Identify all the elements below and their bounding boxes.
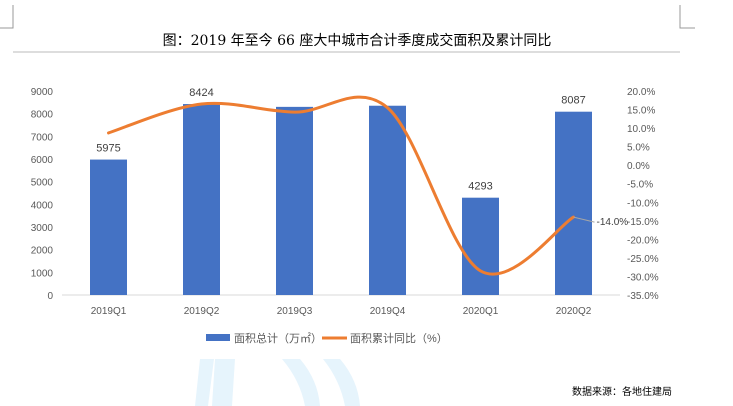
line-data-label: -14.0% bbox=[597, 217, 629, 228]
y-right-tick-label: 15.0% bbox=[627, 106, 655, 117]
legend-label-bar: 面积总计（万㎡） bbox=[234, 331, 322, 345]
y-left-tick-label: 3000 bbox=[31, 223, 54, 234]
y-right-tick-label: -15.0% bbox=[627, 217, 659, 228]
y-right-tick-label: -10.0% bbox=[627, 198, 659, 209]
source-note: 数据来源：各地住建局 bbox=[572, 385, 672, 398]
y-right-tick-label: 5.0% bbox=[627, 143, 650, 154]
y-left-tick-label: 7000 bbox=[31, 132, 54, 143]
chart-title: 图：2019 年至今 66 座大中城市合计季度成交面积及累计同比 bbox=[163, 32, 552, 49]
y-right-tick-label: 0.0% bbox=[627, 161, 650, 172]
x-tick-label: 2019Q3 bbox=[277, 306, 313, 317]
bar bbox=[462, 197, 499, 295]
y-right-tick-label: -30.0% bbox=[627, 272, 659, 283]
x-tick-label: 2020Q2 bbox=[556, 306, 592, 317]
bar bbox=[369, 105, 406, 295]
y-left-tick-label: 0 bbox=[47, 291, 53, 302]
y-left-tick-label: 9000 bbox=[31, 87, 54, 98]
bar bbox=[276, 106, 313, 295]
y-right-tick-label: 10.0% bbox=[627, 124, 655, 135]
page-corner-marks bbox=[0, 5, 695, 29]
line-series bbox=[107, 95, 575, 276]
bar-data-label: 4293 bbox=[468, 181, 492, 193]
legend-swatch-bar bbox=[206, 334, 230, 341]
y-left-tick-label: 2000 bbox=[31, 246, 54, 257]
y-right-tick-label: -25.0% bbox=[627, 254, 659, 265]
bar-data-label: 8087 bbox=[561, 95, 585, 107]
watermark bbox=[195, 359, 360, 406]
bar-data-label: 8424 bbox=[189, 87, 213, 99]
bar bbox=[555, 111, 592, 295]
y-left-tick-label: 5000 bbox=[31, 178, 54, 189]
y-right-tick-label: 20.0% bbox=[627, 87, 655, 98]
y-left-tick-label: 4000 bbox=[31, 200, 54, 211]
data-label-leader bbox=[573, 216, 595, 223]
y-left-tick-label: 6000 bbox=[31, 155, 54, 166]
x-tick-label: 2019Q4 bbox=[370, 306, 406, 317]
x-tick-label: 2019Q2 bbox=[184, 306, 220, 317]
y-right-tick-label: -5.0% bbox=[627, 180, 653, 191]
y-right-tick-label: -35.0% bbox=[627, 291, 659, 302]
y-left-tick-label: 8000 bbox=[31, 110, 54, 121]
legend: 面积总计（万㎡） 面积累计同比（%） bbox=[206, 331, 448, 345]
y-right-tick-label: -20.0% bbox=[627, 235, 659, 246]
bar-data-label: 5975 bbox=[96, 143, 120, 155]
bar bbox=[183, 104, 220, 295]
x-tick-label: 2019Q1 bbox=[91, 306, 127, 317]
bar bbox=[90, 159, 127, 295]
x-tick-label: 2020Q1 bbox=[463, 306, 499, 317]
legend-label-line: 面积累计同比（%） bbox=[350, 332, 448, 345]
y-left-tick-label: 1000 bbox=[31, 268, 54, 279]
